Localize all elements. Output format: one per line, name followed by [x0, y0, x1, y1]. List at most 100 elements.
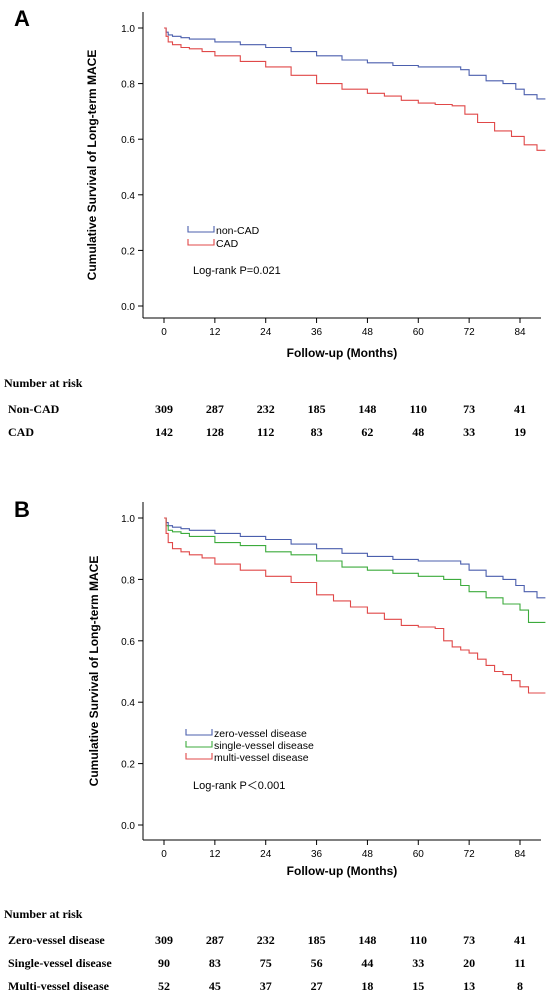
x-tick-label: 84 [514, 849, 526, 860]
risk-count: 27 [310, 979, 323, 993]
y-tick-label: 0.6 [121, 135, 135, 146]
y-tick-label: 0.8 [121, 80, 135, 91]
risk-row-label: Single-vessel disease [8, 956, 112, 970]
risk-count: 45 [208, 979, 221, 993]
y-tick-label: 1.0 [121, 24, 135, 35]
panel-b-label: B [14, 497, 30, 522]
risk-count: 20 [463, 956, 476, 970]
risk-count: 15 [412, 979, 425, 993]
y-tick-label: 0.8 [121, 575, 135, 586]
risk-row-label: CAD [8, 425, 34, 439]
y-tick-label: 0.4 [121, 698, 135, 709]
risk-count: 48 [412, 425, 425, 439]
risk-count: 44 [361, 956, 374, 970]
x-tick-label: 24 [260, 849, 272, 860]
km-chart-b: 0.0 0.2 0.4 0.6 0.8 1.0 0 12 24 36 48 60 72 84 Follow-… [87, 502, 546, 878]
legend-label: multi-vessel disease [214, 752, 309, 764]
legend-swatch [185, 753, 213, 760]
panel-b: B 0.0 0.2 0.4 0.6 0.8 1.0 0 12 24 36 48 60 72 84 Follo… [0, 490, 546, 993]
km-chart-a: 0.0 0.2 0.4 0.6 0.8 1.0 0 12 24 36 48 60 72 84 Follow-… [85, 12, 546, 360]
log-rank-annotation: Log-rank P＜0.001 [193, 780, 285, 792]
risk-count: 232 [256, 402, 275, 416]
risk-table-title: Number at risk [4, 376, 83, 390]
x-tick-label: 24 [260, 327, 272, 338]
survival-curve-cad [164, 27, 546, 151]
risk-count: 83 [208, 956, 221, 970]
panel-a-label: A [14, 6, 30, 31]
y-tick-label: 1.0 [121, 514, 135, 525]
y-tick-label: 0.2 [121, 246, 135, 257]
risk-count: 19 [514, 425, 526, 439]
survival-curve-single-vessel-disease [164, 517, 546, 623]
risk-count: 73 [463, 933, 476, 947]
legend-label: CAD [216, 238, 239, 250]
y-axis-label: Cumulative Survival of Long-term MACE [85, 50, 99, 281]
risk-row-label: Non-CAD [8, 402, 60, 416]
survival-curve-multi-vessel-disease [164, 517, 546, 694]
risk-count: 90 [158, 956, 170, 970]
x-tick-label: 60 [413, 327, 425, 338]
risk-count: 56 [310, 956, 323, 970]
risk-count: 309 [155, 402, 173, 416]
risk-count: 33 [412, 956, 425, 970]
risk-count: 128 [205, 425, 224, 439]
x-axis-label: Follow-up (Months) [287, 346, 398, 360]
y-tick-label: 0.0 [121, 821, 135, 832]
x-tick-label: 0 [161, 849, 167, 860]
risk-row-label: Zero-vessel disease [8, 933, 105, 947]
x-tick-label: 48 [362, 327, 374, 338]
risk-count: 287 [205, 402, 224, 416]
risk-count: 52 [158, 979, 170, 993]
legend-label: single-vessel disease [214, 740, 314, 752]
log-rank-annotation: Log-rank P=0.021 [193, 265, 281, 277]
risk-row-label: Multi-vessel disease [8, 979, 109, 993]
risk-count: 73 [463, 402, 476, 416]
y-tick-label: 0.4 [121, 191, 135, 202]
x-tick-label: 36 [311, 849, 323, 860]
survival-curve-non-cad [164, 27, 546, 100]
risk-count: 148 [358, 402, 377, 416]
y-tick-label: 0.2 [121, 760, 135, 771]
survival-curve-zero-vessel-disease [164, 517, 546, 599]
x-tick-label: 72 [464, 849, 476, 860]
y-tick-label: 0.0 [121, 302, 135, 313]
risk-count: 62 [361, 425, 374, 439]
risk-count: 37 [259, 979, 272, 993]
y-axis-label: Cumulative Survival of Long-term MACE [87, 556, 101, 787]
x-tick-label: 60 [413, 849, 425, 860]
legend-swatch [187, 226, 215, 233]
risk-count: 110 [409, 402, 427, 416]
panel-a: A 0.0 0.2 0.4 0.6 0.8 1.0 0 12 24 36 48 60 72 84 Follo… [0, 0, 546, 470]
risk-count: 11 [514, 956, 526, 970]
x-tick-label: 36 [311, 327, 323, 338]
risk-count: 142 [155, 425, 173, 439]
legend-label: non-CAD [216, 225, 260, 237]
risk-count: 185 [307, 933, 326, 947]
x-tick-label: 72 [464, 327, 476, 338]
risk-count: 309 [155, 933, 173, 947]
risk-count: 185 [307, 402, 326, 416]
risk-count: 8 [517, 979, 523, 993]
risk-count: 75 [259, 956, 272, 970]
risk-count: 148 [358, 933, 377, 947]
risk-count: 41 [514, 402, 526, 416]
x-tick-label: 12 [209, 849, 221, 860]
y-tick-label: 0.6 [121, 637, 135, 648]
x-tick-label: 48 [362, 849, 374, 860]
x-tick-label: 0 [161, 327, 167, 338]
risk-count: 232 [256, 933, 275, 947]
legend-swatch [185, 729, 213, 736]
risk-table-title: Number at risk [4, 907, 83, 921]
risk-count: 287 [205, 933, 224, 947]
risk-count: 33 [463, 425, 476, 439]
x-axis-label: Follow-up (Months) [287, 864, 398, 878]
legend-label: zero-vessel disease [214, 728, 307, 740]
risk-count: 41 [514, 933, 526, 947]
legend-swatch [187, 239, 215, 246]
risk-count: 83 [310, 425, 323, 439]
risk-count: 112 [257, 425, 275, 439]
risk-count: 13 [463, 979, 476, 993]
x-tick-label: 12 [209, 327, 221, 338]
risk-count: 18 [361, 979, 374, 993]
legend-swatch [185, 741, 213, 748]
